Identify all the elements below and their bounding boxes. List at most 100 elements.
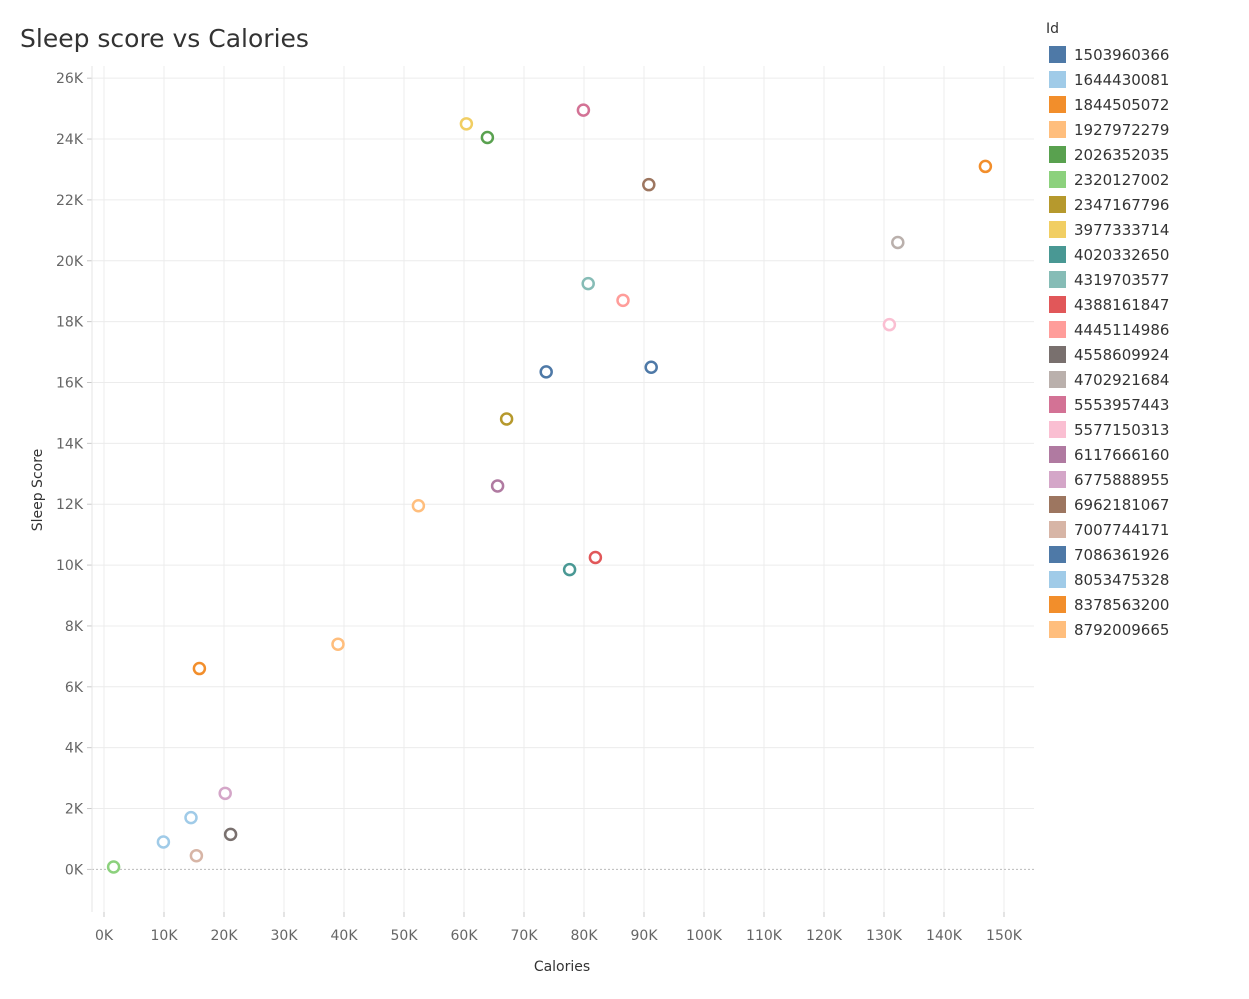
legend-item[interactable]: 4319703577	[1046, 267, 1246, 292]
data-point-6962181067[interactable]	[642, 177, 656, 192]
data-point-8378563200[interactable]	[978, 159, 993, 174]
legend-item[interactable]: 4558609924	[1046, 342, 1246, 367]
y-axis-label: Sleep Score	[30, 449, 46, 532]
legend-swatch	[1049, 496, 1066, 513]
data-point-2026352035[interactable]	[480, 130, 495, 145]
legend-swatch	[1049, 71, 1066, 88]
legend-swatch	[1049, 446, 1066, 463]
legend-label: 5577150313	[1074, 420, 1170, 439]
data-point-2347167796[interactable]	[499, 412, 514, 426]
legend-item[interactable]: 6962181067	[1046, 492, 1246, 517]
data-point-4558609924[interactable]	[223, 827, 238, 842]
legend-item[interactable]: 8378563200	[1046, 592, 1246, 617]
legend-swatch	[1049, 196, 1066, 213]
legend-label: 2347167796	[1074, 195, 1170, 214]
data-point-3977333714[interactable]	[459, 117, 474, 131]
legend-label: 2026352035	[1074, 145, 1170, 164]
legend-swatch	[1049, 521, 1066, 538]
data-point-1503960366[interactable]	[644, 360, 658, 375]
legend-item[interactable]: 3977333714	[1046, 217, 1246, 242]
legend-swatch	[1049, 396, 1066, 413]
data-point-6117666160[interactable]	[490, 479, 505, 493]
x-tick-label: 150K	[986, 928, 1023, 944]
legend-swatch	[1049, 471, 1066, 488]
data-point-1844505072[interactable]	[192, 661, 207, 676]
legend-label: 4702921684	[1074, 370, 1170, 389]
legend-label: 4445114986	[1074, 320, 1170, 339]
data-point-4445114986[interactable]	[616, 293, 630, 308]
y-tick-label: 26K	[56, 71, 84, 87]
legend: Id 1503960366 1644430081 1844505072 1927972…	[1046, 20, 1246, 642]
legend-item[interactable]: 2347167796	[1046, 192, 1246, 217]
x-tick-label: 120K	[806, 928, 843, 944]
data-point-4020332650[interactable]	[562, 562, 577, 577]
legend-swatch	[1049, 46, 1066, 63]
legend-item[interactable]: 2026352035	[1046, 142, 1246, 167]
legend-swatch	[1049, 246, 1066, 263]
x-tick-label: 10K	[151, 928, 179, 944]
legend-item[interactable]: 2320127002	[1046, 167, 1246, 192]
data-points	[106, 103, 993, 874]
data-point-4388161847[interactable]	[588, 550, 603, 565]
legend-item[interactable]: 8053475328	[1046, 567, 1246, 592]
x-tick-label: 70K	[511, 928, 539, 944]
data-point-8053475328[interactable]	[184, 810, 198, 825]
y-tick-label: 20K	[56, 254, 84, 270]
y-tick-label: 16K	[56, 375, 84, 391]
legend-item[interactable]: 4020332650	[1046, 242, 1246, 267]
x-tick-label: 20K	[211, 928, 239, 944]
legend-swatch	[1049, 221, 1066, 238]
legend-label: 6117666160	[1074, 445, 1170, 464]
x-tick-label: 140K	[926, 928, 963, 944]
legend-item[interactable]: 5577150313	[1046, 417, 1246, 442]
legend-label: 2320127002	[1074, 170, 1170, 189]
data-point-2320127002[interactable]	[106, 860, 121, 874]
data-point-1927972279[interactable]	[331, 637, 345, 651]
legend-title: Id	[1046, 21, 1060, 37]
data-point-8792009665[interactable]	[411, 498, 426, 513]
data-point-4702921684[interactable]	[891, 235, 905, 250]
legend-label: 3977333714	[1074, 220, 1170, 239]
legend-item[interactable]: 4445114986	[1046, 317, 1246, 342]
legend-item[interactable]: 1927972279	[1046, 117, 1246, 142]
legend-item[interactable]: 4702921684	[1046, 367, 1246, 392]
legend-item[interactable]: 1503960366	[1046, 42, 1246, 67]
y-tick-label: 10K	[56, 558, 84, 574]
legend-label: 1644430081	[1074, 70, 1170, 89]
data-point-7086361926[interactable]	[539, 365, 553, 379]
legend-label: 1503960366	[1074, 45, 1170, 64]
legend-item[interactable]: 7007744171	[1046, 517, 1246, 542]
data-point-4319703577[interactable]	[581, 276, 595, 291]
legend-item[interactable]: 6775888955	[1046, 467, 1246, 492]
legend-label: 4558609924	[1074, 345, 1170, 364]
x-axis-label: Calories	[534, 959, 590, 975]
legend-item[interactable]: 8792009665	[1046, 617, 1246, 642]
legend-swatch	[1049, 296, 1066, 313]
y-tick-label: 4K	[65, 741, 84, 757]
legend-item[interactable]: 6117666160	[1046, 442, 1246, 467]
legend-label: 4388161847	[1074, 295, 1170, 314]
legend-label: 4020332650	[1074, 245, 1170, 264]
x-tick-label: 0K	[95, 928, 114, 944]
y-tick-label: 8K	[65, 619, 84, 635]
legend-item[interactable]: 1844505072	[1046, 92, 1246, 117]
legend-label: 5553957443	[1074, 395, 1170, 414]
chart-title: Sleep score vs Calories	[20, 24, 309, 53]
legend-item[interactable]: 4388161847	[1046, 292, 1246, 317]
data-point-5553957443[interactable]	[576, 103, 591, 117]
legend-item[interactable]: 5553957443	[1046, 392, 1246, 417]
data-point-7007744171[interactable]	[189, 848, 204, 863]
legend-label: 4319703577	[1074, 270, 1170, 289]
legend-swatch	[1049, 146, 1066, 163]
data-point-5577150313[interactable]	[882, 317, 897, 332]
data-point-6775888955[interactable]	[218, 786, 232, 801]
y-tick-label: 18K	[56, 315, 84, 331]
legend-label: 8792009665	[1074, 620, 1170, 639]
legend-item[interactable]: 1644430081	[1046, 67, 1246, 92]
legend-item[interactable]: 7086361926	[1046, 542, 1246, 567]
legend-swatch	[1049, 171, 1066, 188]
legend-swatch	[1049, 571, 1066, 588]
data-point-1644430081[interactable]	[156, 835, 171, 849]
legend-swatch	[1049, 421, 1066, 438]
legend-swatch	[1049, 121, 1066, 138]
